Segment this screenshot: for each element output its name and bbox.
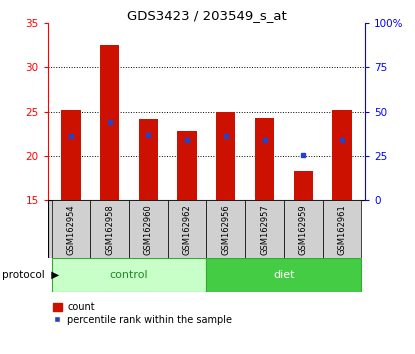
Bar xyxy=(168,200,207,258)
Text: GSM162960: GSM162960 xyxy=(144,204,153,255)
Bar xyxy=(216,112,235,200)
Text: GSM162958: GSM162958 xyxy=(105,204,114,255)
Text: diet: diet xyxy=(273,270,295,280)
Bar xyxy=(207,258,361,292)
Text: GSM162957: GSM162957 xyxy=(260,204,269,255)
Bar xyxy=(332,110,352,200)
Title: GDS3423 / 203549_s_at: GDS3423 / 203549_s_at xyxy=(127,9,286,22)
Bar xyxy=(293,171,313,200)
Bar xyxy=(284,200,322,258)
Bar xyxy=(255,118,274,200)
Text: GSM162959: GSM162959 xyxy=(299,204,308,255)
Text: GSM162962: GSM162962 xyxy=(183,204,192,255)
Bar xyxy=(129,200,168,258)
Bar xyxy=(90,200,129,258)
Bar xyxy=(139,119,158,200)
Text: protocol  ▶: protocol ▶ xyxy=(2,270,59,280)
Text: GSM162954: GSM162954 xyxy=(66,204,76,255)
Bar xyxy=(207,200,245,258)
Text: control: control xyxy=(110,270,148,280)
Legend: count, percentile rank within the sample: count, percentile rank within the sample xyxy=(53,302,232,325)
Bar xyxy=(61,110,81,200)
Bar xyxy=(100,45,120,200)
Text: GSM162961: GSM162961 xyxy=(337,204,347,255)
Bar xyxy=(245,200,284,258)
Bar xyxy=(51,258,207,292)
Bar xyxy=(51,200,90,258)
Bar xyxy=(322,200,361,258)
Text: GSM162956: GSM162956 xyxy=(221,204,230,255)
Bar xyxy=(178,131,197,200)
